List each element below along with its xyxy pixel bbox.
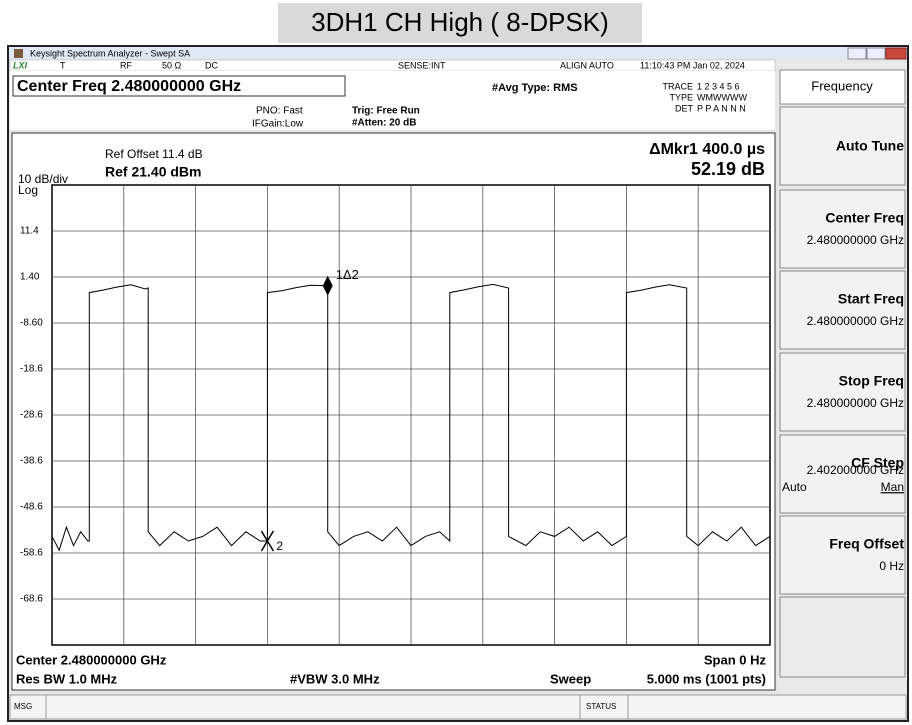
softkey-value: 2.480000000 GHz bbox=[807, 314, 904, 328]
trace-label: TRACE bbox=[662, 81, 693, 91]
marker-label: 2 bbox=[276, 539, 283, 553]
type-value: WMWWWW bbox=[697, 92, 747, 102]
marker-value: 52.19 dB bbox=[691, 159, 765, 179]
maximize-button[interactable] bbox=[866, 47, 886, 60]
y-tick-label: -68.6 bbox=[20, 594, 43, 605]
title-bar bbox=[9, 47, 907, 60]
softkey-label: Freq Offset bbox=[829, 536, 904, 552]
pno: PNO: Fast bbox=[256, 106, 303, 117]
y-tick-label: -58.6 bbox=[20, 548, 43, 559]
atten: #Atten: 20 dB bbox=[352, 118, 416, 129]
menu-title-box bbox=[779, 69, 906, 105]
softkey-value: 2.402000000 GHz bbox=[807, 463, 904, 477]
y-tick-label: -18.6 bbox=[20, 364, 43, 375]
softkey-value: 2.480000000 GHz bbox=[807, 233, 904, 247]
softkey[interactable] bbox=[779, 189, 906, 269]
softkey-label: Auto Tune bbox=[836, 138, 904, 154]
trigger: Trig: Free Run bbox=[352, 106, 420, 117]
trace bbox=[51, 283, 771, 552]
y-tick-label: -8.60 bbox=[20, 318, 43, 329]
graph-panel bbox=[11, 132, 776, 691]
y-tick-label: 1.40 bbox=[20, 272, 40, 283]
softkey-label: Center Freq bbox=[825, 210, 904, 226]
marker bbox=[260, 530, 275, 552]
marker-label: 1Δ2 bbox=[336, 267, 359, 282]
marker-readout: ΔMkr1 400.0 µs bbox=[649, 141, 765, 158]
softkey-group: Auto Tune Center Freq 2.480000000 GHz Start… bbox=[779, 106, 906, 595]
minimize-button[interactable] bbox=[847, 47, 867, 60]
sweep-label: Sweep bbox=[550, 671, 591, 686]
center-freq: Center Freq 2.480000000 GHz bbox=[17, 78, 241, 95]
align: ALIGN AUTO bbox=[560, 60, 614, 70]
y-tick-label: -48.6 bbox=[20, 502, 43, 513]
impedance: 50 Ω bbox=[162, 60, 182, 70]
ref-level: Ref 21.40 dBm bbox=[105, 164, 201, 180]
status-label: STATUS bbox=[586, 702, 616, 711]
softkey-option: Auto bbox=[782, 480, 807, 494]
lxi-indicator: LXI bbox=[13, 60, 28, 70]
det-label: DET bbox=[675, 103, 694, 113]
avg-type: #Avg Type: RMS bbox=[492, 82, 578, 94]
marker bbox=[322, 275, 333, 296]
plot: 11.4 1.40 -8.60 -18.6 -28.6 -38.6 -48.6 -58.6 -6… bbox=[20, 184, 771, 646]
softkey[interactable] bbox=[779, 515, 906, 595]
close-button[interactable] bbox=[885, 47, 907, 60]
rf-input: RF bbox=[120, 60, 132, 70]
datetime: 11:10:43 PM Jan 02, 2024 bbox=[640, 60, 745, 70]
softkey-label: Start Freq bbox=[838, 291, 904, 307]
scale-type: Log bbox=[18, 183, 38, 197]
type-label: TYPE bbox=[669, 92, 693, 102]
softkey[interactable] bbox=[779, 270, 906, 350]
det-value: P P A N N N bbox=[697, 103, 746, 113]
page-title: 3DH1 CH High ( 8-DPSK) bbox=[311, 7, 609, 37]
softkey-option: Man bbox=[881, 480, 904, 494]
softkey[interactable] bbox=[779, 434, 906, 514]
header-box bbox=[278, 3, 642, 43]
softkey-label: CF Step bbox=[851, 455, 904, 471]
trace-value: 1 2 3 4 5 6 bbox=[697, 81, 740, 91]
ref-offset: Ref Offset 11.4 dB bbox=[105, 147, 203, 161]
span-readout: Span 0 Hz bbox=[704, 652, 767, 667]
menu-title: Frequency bbox=[811, 78, 873, 93]
y-tick-label: 11.4 bbox=[20, 226, 39, 237]
y-tick-label: -38.6 bbox=[20, 456, 43, 467]
softkey[interactable] bbox=[779, 352, 906, 432]
center-freq-box[interactable] bbox=[12, 75, 346, 97]
softkey[interactable] bbox=[779, 106, 906, 186]
window-title: Keysight Spectrum Analyzer - Swept SA bbox=[30, 48, 190, 58]
status-bar bbox=[9, 694, 907, 720]
rbw-readout: Res BW 1.0 MHz bbox=[16, 671, 118, 686]
app-icon bbox=[14, 49, 23, 58]
msg-label: MSG bbox=[14, 702, 32, 711]
coupling: DC bbox=[205, 60, 218, 70]
softkey-label: Stop Freq bbox=[839, 373, 904, 389]
softkey-value: 0 Hz bbox=[879, 559, 904, 573]
vbw-readout: #VBW 3.0 MHz bbox=[290, 671, 380, 686]
y-tick-label: -28.6 bbox=[20, 410, 43, 421]
trig-indicator: T bbox=[60, 60, 66, 70]
sweep-value: 5.000 ms (1001 pts) bbox=[647, 671, 766, 686]
softkey-empty[interactable] bbox=[779, 596, 906, 678]
scale: 10 dB/div bbox=[18, 172, 68, 186]
sense: SENSE:INT bbox=[398, 60, 446, 70]
softkey-value: 2.480000000 GHz bbox=[807, 396, 904, 410]
center-readout: Center 2.480000000 GHz bbox=[16, 652, 167, 667]
ifgain: IFGain:Low bbox=[252, 119, 304, 130]
